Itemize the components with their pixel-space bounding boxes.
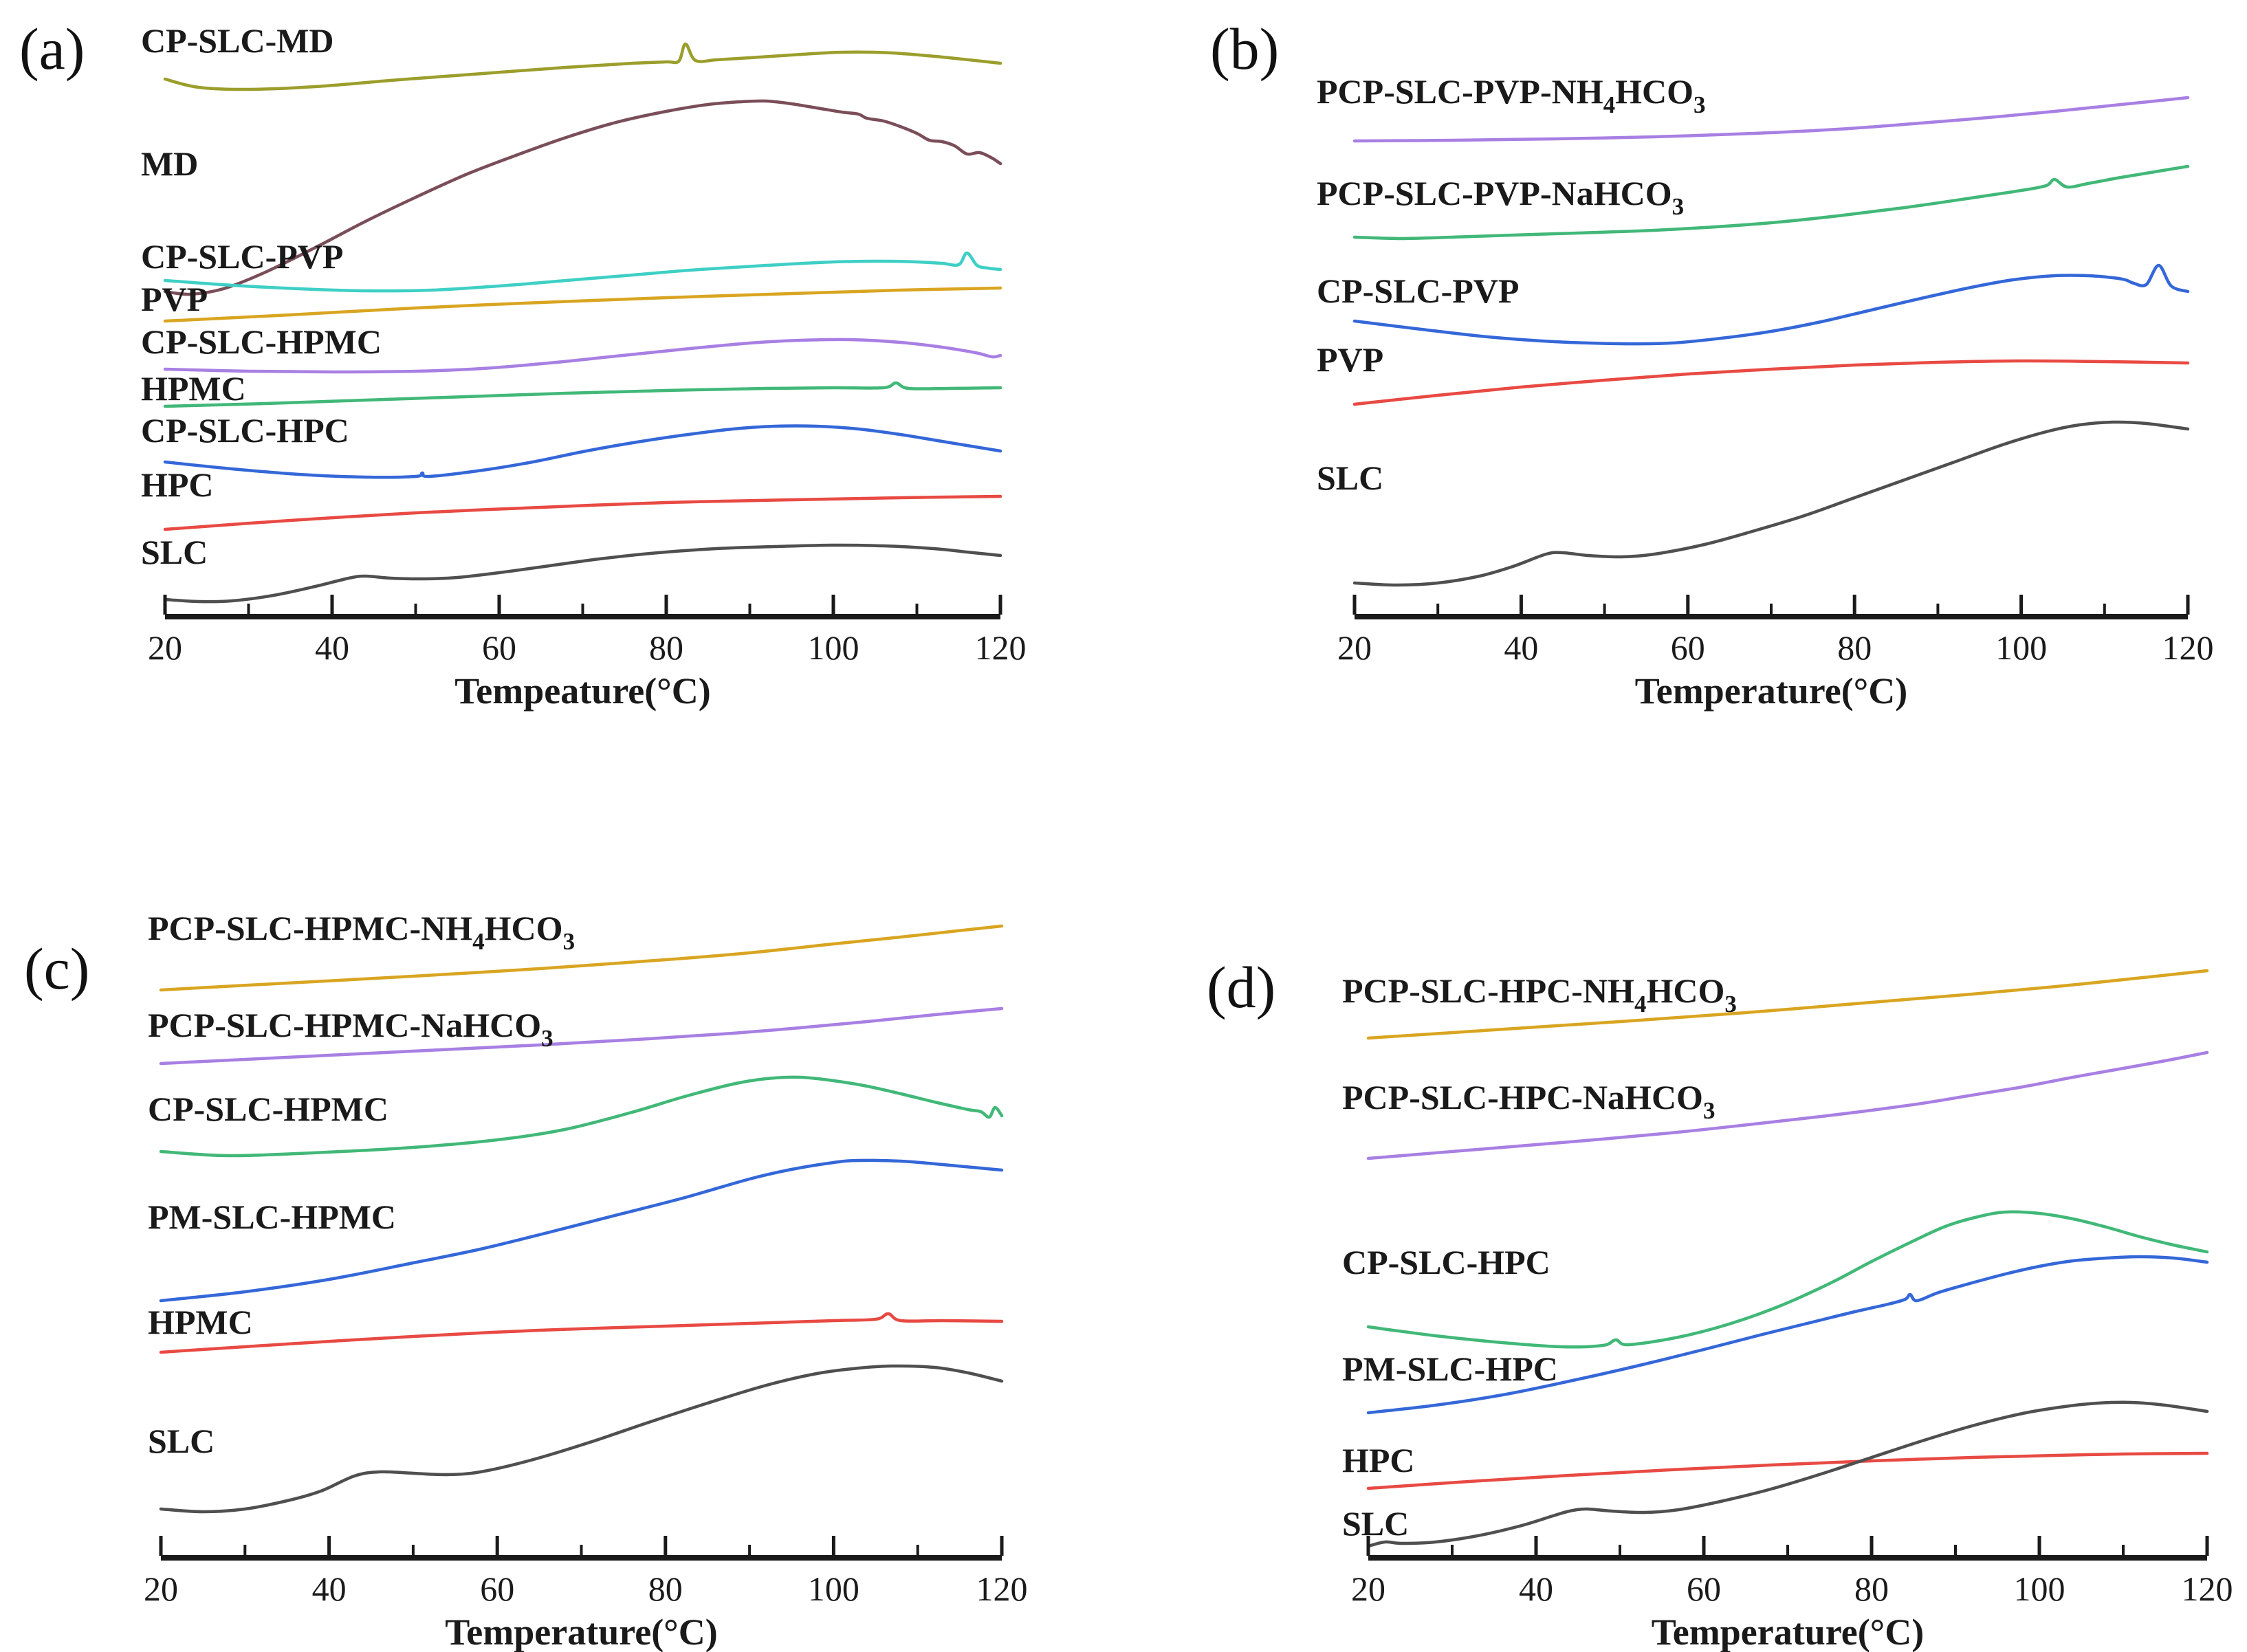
curve-label-HPMC: HPMC (141, 369, 246, 408)
x-tick-label: 20 (148, 628, 182, 667)
curve-label-PCP-SLC-HPC-NH₄HCO₃: PCP-SLC-HPC-NH4HCO3 (1342, 971, 1737, 1017)
x-tick-label: 80 (1854, 1570, 1889, 1608)
x-tick-label: 120 (2162, 628, 2214, 667)
curve-label-SLC: SLC (148, 1422, 215, 1460)
panel-a: (a) CP-SLC-MD MD CP-SLC-PVP PVP CP-SLC-HPMC HP… (0, 0, 1124, 825)
curve-CP-SLC-PVP (163, 251, 1002, 293)
x-tick-label: 100 (2014, 1570, 2065, 1608)
curve-MD (163, 99, 1002, 296)
curve-CP-SLC-HPMC (163, 338, 1002, 374)
curve-label-PCP-SLC-HPMC-NH₄HCO₃: PCP-SLC-HPMC-NH4HCO3 (148, 909, 575, 955)
panel-b: (b) PCP-SLC-PVP-NH4HCO3 PCP-SLC-PVP-NaHCO3… (1124, 0, 2247, 825)
curve-label-CP-SLC-HPMC: CP-SLC-HPMC (148, 1090, 388, 1128)
x-tick-label: 60 (1671, 628, 1705, 667)
x-axis-title-d: Temperature(°C) (1652, 1611, 1925, 1652)
curve-CP-SLC-HPC (163, 424, 1002, 479)
curve-label-PCP-SLC-HPC-NaHCO₃: PCP-SLC-HPC-NaHCO3 (1342, 1078, 1715, 1124)
curve-label-PVP: PVP (141, 280, 208, 318)
x-tick-label: 100 (1995, 628, 2047, 667)
x-tick-label: 80 (1837, 628, 1872, 667)
curve-label-HPC: HPC (1342, 1441, 1415, 1479)
x-tick-label: 40 (315, 628, 349, 667)
x-tick-label: 120 (975, 628, 1027, 667)
x-tick-label: 40 (1519, 1570, 1553, 1608)
x-tick-label: 80 (648, 1570, 683, 1608)
curve-label-CP-SLC-HPC: CP-SLC-HPC (141, 411, 349, 450)
chart-panel-a: (a) CP-SLC-MD MD CP-SLC-PVP PVP CP-SLC-HPMC HP… (19, 16, 1027, 712)
curve-PCP-SLC-HPC-NaHCO₃ (1366, 1050, 2209, 1160)
curve-label-SLC: SLC (1342, 1504, 1409, 1543)
curve-PCP-SLC-HPMC-NaHCO₃ (159, 1006, 1004, 1066)
curve-label-PVP: PVP (1317, 340, 1383, 379)
curve-SLC (159, 1364, 1004, 1514)
chart-panel-d: (d) PCP-SLC-HPC-NH4HCO3 PCP-SLC-HPC-NaHCO3… (1207, 954, 2233, 1652)
chart-panel-b: (b) PCP-SLC-PVP-NH4HCO3 PCP-SLC-PVP-NaHCO3… (1210, 16, 2214, 712)
curve-label-CP-SLC-HPC: CP-SLC-HPC (1342, 1243, 1550, 1281)
x-tick-label: 60 (480, 1570, 514, 1608)
x-tick-label: 100 (808, 628, 859, 667)
x-axis-title-b: Temperature(°C) (1635, 670, 1908, 712)
curve-PVP (163, 286, 1002, 323)
x-tick-label: 20 (1351, 1570, 1385, 1608)
x-tick-label: 20 (144, 1570, 178, 1608)
x-tick-label: 120 (976, 1570, 1028, 1608)
curve-label-SLC: SLC (141, 533, 208, 571)
curve-label-PM-SLC-HPMC: PM-SLC-HPMC (148, 1198, 396, 1236)
curve-label-CP-SLC-MD: CP-SLC-MD (141, 21, 334, 60)
curve-CP-SLC-HPMC (159, 1075, 1004, 1158)
curve-PCP-SLC-HPMC-NH₄HCO₃ (159, 924, 1004, 992)
curve-SLC (163, 543, 1002, 604)
curve-label-PCP-SLC-PVP-NH₄HCO₃: PCP-SLC-PVP-NH4HCO3 (1317, 72, 1706, 118)
curve-label-HPMC: HPMC (148, 1303, 253, 1341)
panel-c: (c) PCP-SLC-HPMC-NH4HCO3 PCP-SLC-HPMC-NaHC… (0, 827, 1124, 1652)
x-tick-label: 60 (1687, 1570, 1721, 1608)
curve-label-MD: MD (141, 144, 198, 183)
panel-letter-b: (b) (1210, 16, 1279, 82)
curve-PCP-SLC-PVP-NH₄HCO₃ (1352, 96, 2190, 143)
curve-PCP-SLC-HPC-NH₄HCO₃ (1366, 969, 2209, 1040)
curve-label-PCP-SLC-PVP-NaHCO₃: PCP-SLC-PVP-NaHCO3 (1317, 174, 1684, 220)
x-tick-label: 40 (312, 1570, 347, 1608)
curve-CP-SLC-MD (163, 42, 1002, 91)
curve-label-CP-SLC-PVP: CP-SLC-PVP (1317, 272, 1519, 310)
curve-CP-SLC-PVP (1352, 263, 2190, 346)
x-axis-title-a: Tempeature(°C) (454, 670, 711, 712)
curve-PM-SLC-HPC (1366, 1255, 2209, 1415)
curve-label-PCP-SLC-HPMC-NaHCO₃: PCP-SLC-HPMC-NaHCO3 (148, 1006, 553, 1052)
curve-HPMC (163, 381, 1002, 408)
curve-SLC (1366, 1400, 2209, 1548)
curve-HPC (1366, 1451, 2209, 1490)
curve-PM-SLC-HPMC (159, 1158, 1004, 1303)
chart-panel-c: (c) PCP-SLC-HPMC-NH4HCO3 PCP-SLC-HPMC-NaHC… (24, 909, 1028, 1652)
x-tick-label: 60 (482, 628, 516, 667)
curve-label-SLC: SLC (1317, 459, 1383, 497)
panel-letter-a: (a) (19, 16, 85, 82)
x-tick-label: 100 (808, 1570, 859, 1608)
x-axis-title-c: Temperature(°C) (445, 1611, 718, 1652)
curve-CP-SLC-HPC (1366, 1210, 2209, 1349)
x-tick-label: 40 (1504, 628, 1538, 667)
curve-PVP (1352, 359, 2190, 406)
curve-label-CP-SLC-HPMC: CP-SLC-HPMC (141, 322, 382, 361)
curve-SLC (1352, 420, 2190, 587)
curve-HPC (163, 494, 1002, 531)
curve-label-CP-SLC-PVP: CP-SLC-PVP (141, 237, 343, 276)
panel-d: (d) PCP-SLC-HPC-NH4HCO3 PCP-SLC-HPC-NaHCO3… (1124, 827, 2247, 1652)
curve-PCP-SLC-PVP-NaHCO₃ (1352, 164, 2190, 241)
x-tick-label: 120 (2182, 1570, 2233, 1608)
panel-letter-d: (d) (1207, 954, 1275, 1020)
curve-HPMC (159, 1312, 1004, 1354)
curve-label-PM-SLC-HPC: PM-SLC-HPC (1342, 1350, 1558, 1388)
curve-label-HPC: HPC (141, 465, 214, 504)
panel-letter-c: (c) (24, 936, 89, 1002)
x-tick-label: 80 (649, 628, 683, 667)
x-tick-label: 20 (1337, 628, 1372, 667)
